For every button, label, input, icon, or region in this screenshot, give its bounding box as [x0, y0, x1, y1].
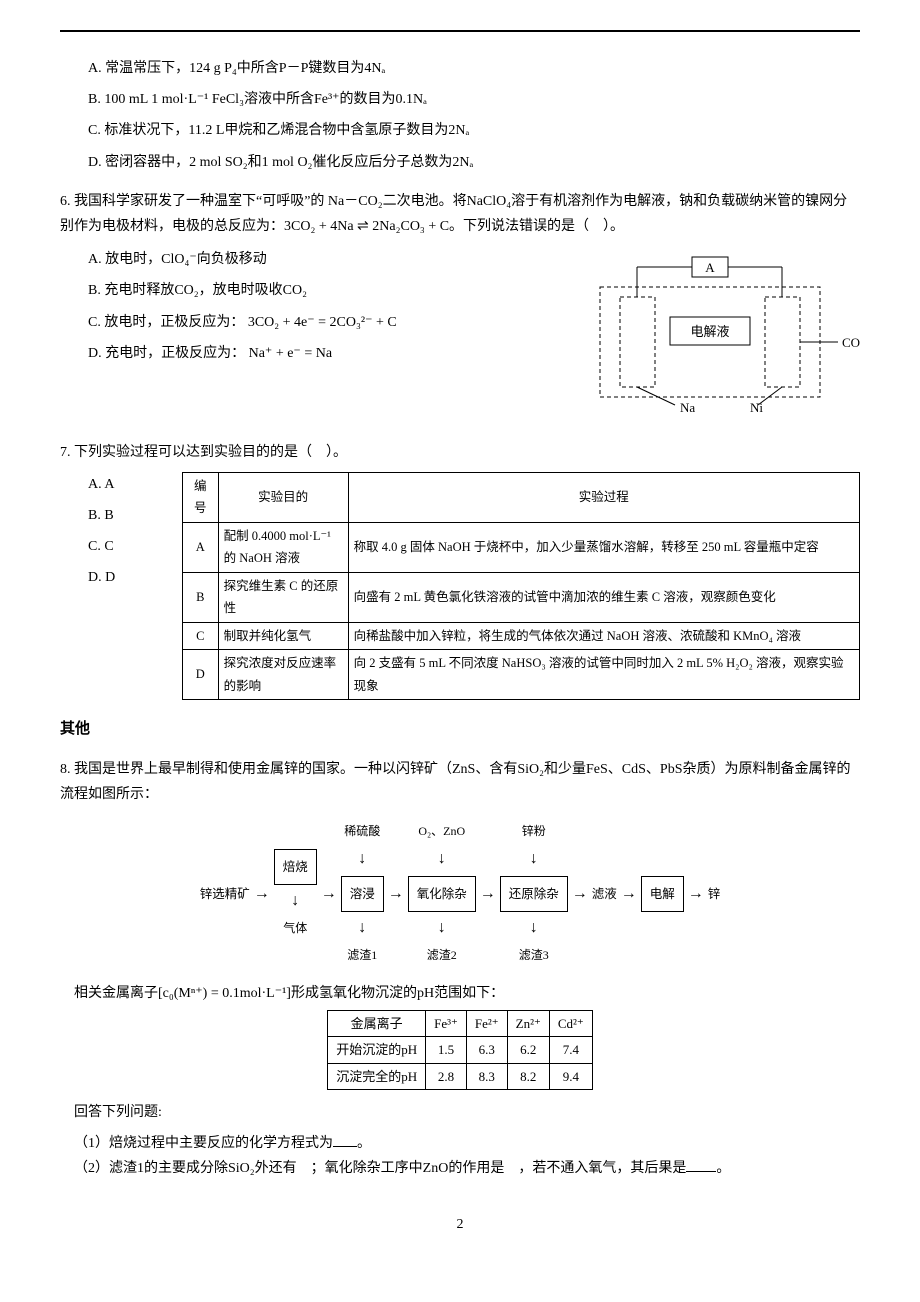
q6-stem: 6. 我国科学家研发了一种温室下“可呼吸”的 Na－CO₂二次电池。将NaClO…	[60, 189, 860, 239]
flow-box: 电解	[641, 876, 684, 913]
flow-in: 锌选精矿	[200, 883, 250, 906]
arrow-icon: →	[321, 880, 337, 909]
flow-label: 滤渣2	[427, 945, 457, 967]
svg-text:CO₂: CO₂	[842, 335, 860, 350]
q5-opt-a: A. 常温常压下，124 g P₄中所含P－P键数目为4Nₐ	[88, 56, 860, 81]
arrow-down-icon: ↓	[358, 914, 366, 943]
flow-label: 稀硫酸	[344, 821, 380, 843]
q6-opt-d: D. 充电时，正极反应为： Na⁺ + e⁻ = Na	[88, 341, 568, 366]
flow-label: 滤渣3	[519, 945, 549, 967]
q8-table: 金属离子Fe³⁺Fe²⁺Zn²⁺Cd²⁺ 开始沉淀的pH1.56.36.27.4…	[327, 1010, 593, 1090]
flow-label: O₂、ZnO	[418, 821, 465, 843]
svg-text:Na: Na	[680, 400, 695, 415]
flow-label: 锌粉	[522, 821, 546, 843]
arrow-down-icon: ↓	[438, 845, 446, 874]
q7-opt-c: C. C	[88, 534, 170, 559]
arrow-icon: →	[621, 880, 637, 909]
th-purpose: 实验目的	[218, 472, 348, 522]
table-row: A配制 0.4000 mol·L⁻¹ 的 NaOH 溶液称取 4.0 g 固体 …	[183, 522, 860, 572]
q8-flowchart: 锌选精矿 → 焙烧 ↓ 气体 → 稀硫酸 ↓ 溶浸 ↓ 滤渣1 → O₂、ZnO…	[60, 821, 860, 966]
blank	[686, 1158, 716, 1172]
section-other: 其他	[60, 716, 860, 743]
table-row: B探究维生素 C 的还原性向盛有 2 mL 黄色氯化铁溶液的试管中滴加浓的维生素…	[183, 572, 860, 622]
q8-line: 相关金属离子[c₀(Mⁿ⁺) = 0.1mol·L⁻¹]形成氢氧化物沉淀的pH范…	[74, 981, 860, 1006]
flow-out: 锌	[708, 883, 721, 906]
flow-box: 还原除杂	[500, 876, 568, 913]
svg-text:电解液: 电解液	[690, 324, 729, 339]
page-number: 2	[60, 1212, 860, 1237]
arrow-down-icon: ↓	[530, 845, 538, 874]
arrow-down-icon: ↓	[438, 914, 446, 943]
arrow-down-icon: ↓	[291, 887, 299, 916]
arrow-down-icon: ↓	[530, 914, 538, 943]
q8-stem: 8. 我国是世界上最早制得和使用金属锌的国家。一种以闪锌矿（ZnS、含有SiO₂…	[60, 757, 860, 807]
q5-opt-c: C. 标准状况下，11.2 L甲烷和乙烯混合物中含氢原子数目为2Nₐ	[88, 118, 860, 143]
svg-text:A: A	[705, 260, 715, 275]
flow-box: 溶浸	[341, 876, 384, 913]
q7-opt-d: D. D	[88, 565, 170, 590]
arrow-icon: →	[688, 880, 704, 909]
q6-diagram: A 电解液 CO₂ Na Ni	[580, 247, 860, 426]
q7-stem: 7. 下列实验过程可以达到实验目的的是（ ）。	[60, 440, 860, 465]
q6: 6. 我国科学家研发了一种温室下“可呼吸”的 Na－CO₂二次电池。将NaClO…	[60, 189, 860, 427]
q7-opt-a: A. A	[88, 472, 170, 497]
arrow-icon: →	[388, 880, 404, 909]
q8-answer-head: 回答下列问题:	[74, 1100, 860, 1125]
q6-opt-b: B. 充电时释放CO₂，放电时吸收CO₂	[88, 278, 568, 303]
th-proc: 实验过程	[348, 472, 859, 522]
flow-box: 焙烧	[274, 849, 317, 886]
q7-table: 编号 实验目的 实验过程 A配制 0.4000 mol·L⁻¹ 的 NaOH 溶…	[182, 472, 860, 701]
table-row: C制取并纯化氢气向稀盐酸中加入锌粒，将生成的气体依次通过 NaOH 溶液、浓硫酸…	[183, 622, 860, 650]
q8-sub2: （2）滤渣1的主要成分除SiO₂外还有 ；氧化除杂工序中ZnO的作用是 ，若不通…	[74, 1156, 860, 1181]
q6-opt-c: C. 放电时，正极反应为： 3CO₂ + 4e⁻ = 2CO₃²⁻ + C	[88, 310, 568, 335]
q8: 8. 我国是世界上最早制得和使用金属锌的国家。一种以闪锌矿（ZnS、含有SiO₂…	[60, 757, 860, 1182]
flow-label: 滤渣1	[347, 945, 377, 967]
arrow-icon: →	[572, 880, 588, 909]
q7-opt-b: B. B	[88, 503, 170, 528]
arrow-down-icon: ↓	[358, 845, 366, 874]
top-rule	[60, 30, 860, 32]
flow-box: 氧化除杂	[408, 876, 476, 913]
q8-sub1: （1）焙烧过程中主要反应的化学方程式为。	[74, 1131, 860, 1156]
q6-opt-a: A. 放电时，ClO₄⁻向负极移动	[88, 247, 568, 272]
flow-label: 气体	[283, 918, 307, 940]
flow-label: 滤液	[592, 883, 617, 906]
q5-opt-b: B. 100 mL 1 mol·L⁻¹ FeCl₃溶液中所含Fe³⁺的数目为0.…	[88, 87, 860, 112]
arrow-icon: →	[480, 880, 496, 909]
q5-opt-d: D. 密闭容器中，2 mol SO₂和1 mol O₂催化反应后分子总数为2Nₐ	[88, 150, 860, 175]
table-row: D探究浓度对反应速率的影响向 2 支盛有 5 mL 不同浓度 NaHSO₃ 溶液…	[183, 650, 860, 700]
arrow-icon: →	[254, 880, 270, 909]
th-num: 编号	[183, 472, 219, 522]
blank	[333, 1133, 357, 1147]
q7: 7. 下列实验过程可以达到实验目的的是（ ）。 A. A B. B C. C D…	[60, 440, 860, 700]
